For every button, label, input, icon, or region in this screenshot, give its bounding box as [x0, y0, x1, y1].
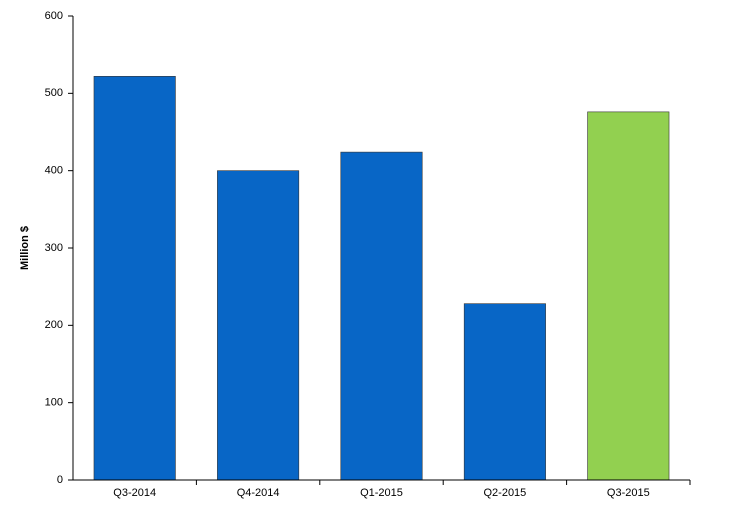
- bar: [587, 111, 670, 481]
- y-tick-label: 0: [57, 474, 63, 486]
- y-tick-label: 500: [45, 87, 63, 99]
- x-tick-label: Q4-2014: [237, 487, 280, 499]
- y-tick-label: 100: [45, 397, 63, 409]
- y-tick-label: 300: [45, 242, 63, 254]
- x-tick-label: Q1-2015: [360, 487, 403, 499]
- x-tick-label: Q3-2015: [607, 487, 650, 499]
- y-tick-label: 600: [45, 10, 63, 22]
- y-tick-label: 400: [45, 165, 63, 177]
- bar: [463, 303, 546, 481]
- x-tick-label: Q3-2014: [113, 487, 156, 499]
- bar: [217, 170, 300, 481]
- bar: [340, 151, 423, 481]
- y-tick-label: 200: [45, 319, 63, 331]
- y-axis-label: Million $: [19, 226, 31, 270]
- bar: [93, 76, 176, 481]
- x-tick-label: Q2-2015: [483, 487, 526, 499]
